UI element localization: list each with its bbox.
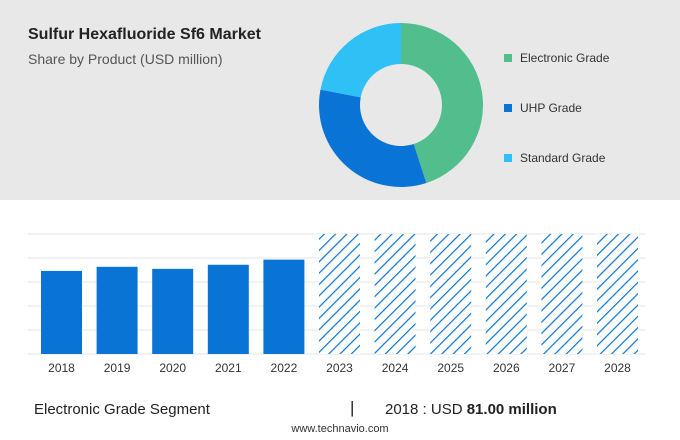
footer-value-amount: 81.00 million	[466, 401, 557, 418]
forecast-bar-2024	[374, 234, 416, 354]
chart-subtitle: Share by Product (USD million)	[28, 51, 223, 67]
forecast-bar-2026	[485, 234, 527, 354]
bar-2019	[96, 266, 138, 354]
donut-slice-electronic-grade	[401, 23, 483, 183]
footer-separator: |	[350, 398, 355, 417]
x-tick-label-2024: 2024	[382, 361, 409, 375]
donut-slice-standard-grade	[320, 23, 401, 98]
donut-chart	[319, 23, 483, 187]
bar-2021	[207, 264, 249, 354]
legend-label: UHP Grade	[520, 101, 582, 115]
forecast-bar-2025	[430, 234, 472, 354]
x-tick-label-2019: 2019	[104, 361, 131, 375]
source-link[interactable]: www.technavio.com	[291, 423, 389, 435]
bar-2022	[263, 259, 305, 354]
footer-value: 2018 : USD 81.00 million	[385, 401, 557, 418]
x-tick-label-2028: 2028	[604, 361, 631, 375]
legend-swatch-standard-grade	[504, 154, 512, 162]
legend-item-standard-grade: Standard Grade	[504, 150, 605, 166]
bar-2018	[41, 270, 82, 354]
legend-item-electronic-grade: Electronic Grade	[504, 50, 609, 66]
x-tick-label-2021: 2021	[215, 361, 242, 375]
legend-swatch-electronic-grade	[504, 54, 512, 62]
x-tick-label-2023: 2023	[326, 361, 353, 375]
bar-2020	[152, 268, 194, 354]
legend-swatch-uhp-grade	[504, 104, 512, 112]
legend-item-uhp-grade: UHP Grade	[504, 100, 582, 116]
x-tick-label-2025: 2025	[437, 361, 464, 375]
forecast-bar-2027	[541, 234, 583, 354]
forecast-bar-2023	[319, 234, 360, 354]
legend-label: Standard Grade	[520, 151, 606, 165]
x-tick-label-2022: 2022	[271, 361, 298, 375]
footer-year-label: 2018 : USD	[385, 401, 463, 418]
forecast-bar-2028	[597, 234, 638, 354]
donut-slice-uhp-grade	[319, 89, 427, 187]
x-tick-label-2018: 2018	[48, 361, 75, 375]
footer-segment-label: Electronic Grade Segment	[34, 401, 210, 418]
x-tick-label-2027: 2027	[549, 361, 576, 375]
bar-chart: 2018 2019 2020 2021 2022 2023 2024 2025 2026 2027…	[28, 233, 646, 375]
x-tick-label-2020: 2020	[159, 361, 186, 375]
chart-title: Sulfur Hexafluoride Sf6 Market	[28, 26, 261, 43]
x-tick-label-2026: 2026	[493, 361, 520, 375]
legend-label: Electronic Grade	[520, 51, 610, 65]
